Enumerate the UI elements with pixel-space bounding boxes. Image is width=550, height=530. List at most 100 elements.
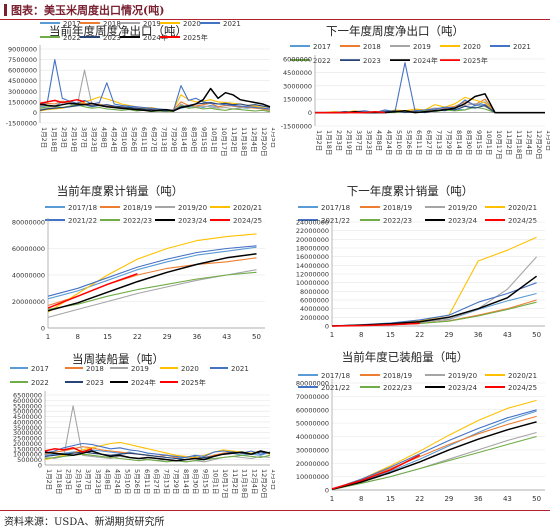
legend-label: 2023 [363, 57, 381, 65]
x-tick-label: 2月19日 [74, 469, 82, 494]
series-line [44, 447, 93, 453]
x-tick-label: 8月14日 [455, 130, 463, 155]
x-tick-label: 12月4日 [250, 127, 258, 152]
y-tick-label: -1500000 [281, 123, 312, 131]
title-rule [0, 19, 550, 20]
y-tick-label: 1500000 [283, 96, 312, 104]
bottom-rule [0, 510, 550, 511]
chart-cumulative-shipments: 当前年度已装船量（吨） 2017/18 2018/19 2019/20 2020/21 2… [296, 350, 545, 503]
legend-label: 2023 [86, 379, 104, 387]
x-tick-label: 7月29日 [170, 127, 178, 152]
x-tick-label: 2月19日 [345, 130, 353, 155]
x-tick-label: 1月5日 [545, 130, 550, 151]
x-tick-label: 22 [415, 495, 424, 503]
x-tick-label: 4月24日 [113, 469, 121, 494]
legend-label: 2022 [31, 379, 49, 387]
y-tick-label: 8000000 [300, 288, 329, 296]
legend-label: 2018 [363, 43, 381, 51]
y-tick-label: 80000000 [296, 380, 329, 388]
x-tick-label: 8月14日 [180, 127, 188, 152]
series-line [47, 271, 257, 310]
chart-current-weekly-net-exports: 当前年度周度净出口（吨）2017 2018 2019 2020 2021 2022 2023… [6, 20, 275, 157]
x-tick-label: 50 [532, 331, 541, 339]
x-tick-label: 6月27日 [150, 127, 158, 152]
x-tick-label: 7月13日 [162, 469, 170, 494]
y-tick-label: 12000000 [296, 271, 329, 279]
y-tick-label: 6000000 [300, 297, 329, 305]
series-line [39, 98, 85, 105]
y-tick-label: 20000000 [12, 298, 45, 306]
figure-title-text: 图表：美玉米周度出口情况(吨) [11, 4, 165, 17]
source-note: 资料来源：USDA、新湖期货研究所 [4, 517, 165, 528]
series-line [44, 441, 271, 461]
series-line [331, 435, 537, 491]
legend-label: 2020 [183, 20, 201, 28]
x-tick-label: 10月17日 [495, 130, 503, 160]
y-tick-label: 14000000 [296, 262, 329, 270]
x-tick-label: 50 [252, 333, 261, 341]
x-tick-label: 2月3日 [335, 130, 343, 151]
legend-label: 2023/24 [448, 384, 478, 392]
series-line [44, 450, 271, 462]
x-tick-label: 6月11日 [415, 130, 423, 155]
chart-panel-current-weekly-net-exports: 当前年度周度净出口（吨） 2017 2018 2019 2020 2021 2022 2023… [0, 20, 275, 180]
y-tick-label: 6000000 [283, 56, 312, 64]
x-tick-label: 43 [503, 331, 512, 339]
legend-label: 2022/23 [383, 384, 412, 392]
y-tick-label: 60000000 [12, 245, 45, 253]
x-tick-label: 12月4日 [250, 469, 258, 494]
x-tick-label: 3月7日 [355, 130, 363, 151]
x-tick-label: 6月11日 [143, 469, 151, 494]
chart-title: 下一年度累计销量（吨） [347, 184, 474, 198]
x-tick-label: 12月20日 [535, 130, 543, 160]
legend-label: 2019/20 [448, 372, 477, 380]
series-line [47, 246, 257, 300]
legend-label: 2018/19 [383, 372, 412, 380]
y-tick-label: 0 [325, 323, 329, 331]
x-tick-label: 22 [133, 333, 142, 341]
x-tick-label: 11月2日 [231, 469, 239, 494]
legend-label: 2024/25 [233, 217, 262, 225]
legend-label: 2021 [231, 365, 249, 373]
y-tick-label: 2000000 [300, 314, 329, 322]
legend-label: 2020/21 [508, 204, 537, 212]
legend-label: 2017/18 [68, 204, 97, 212]
x-tick-label: 8月30日 [190, 127, 198, 152]
x-tick-label: 1月2日 [40, 127, 48, 148]
y-tick-label: 80000000 [12, 219, 45, 227]
y-tick-label: 6000000 [8, 67, 37, 75]
legend-label: 2017/18 [321, 204, 350, 212]
x-tick-label: 4月8日 [375, 130, 383, 151]
x-tick-label: 1 [46, 333, 50, 341]
series-line [47, 233, 257, 313]
legend-label: 2022 [313, 57, 331, 65]
legend-label: 2025年 [181, 378, 206, 387]
y-tick-label: 3000000 [283, 82, 312, 90]
legend-label: 2024年 [131, 378, 156, 387]
chart-title: 当前年度周度净出口（吨） [49, 24, 187, 38]
x-tick-label: 29 [444, 495, 453, 503]
x-tick-label: 1月5日 [270, 127, 275, 148]
figure-title: 图表：美玉米周度出口情况(吨) [4, 2, 164, 18]
legend-label: 2017 [313, 43, 331, 51]
x-tick-label: 22 [415, 331, 424, 339]
y-tick-label: 30000000 [296, 446, 329, 454]
y-tick-label: 4000000 [300, 305, 329, 313]
series-line [331, 421, 537, 491]
y-tick-label: 2500000 [13, 435, 42, 443]
legend-label: 2018/19 [383, 204, 412, 212]
y-tick-label: 5000000 [13, 408, 42, 416]
x-tick-label: 43 [503, 495, 512, 503]
series-line [331, 454, 421, 490]
x-tick-label: 6月27日 [425, 130, 433, 155]
x-tick-label: 2月3日 [60, 127, 68, 148]
y-tick-label: 6500000 [13, 392, 42, 400]
y-tick-label: 4500000 [283, 69, 312, 77]
series-line [39, 59, 271, 111]
y-tick-label: 0 [308, 109, 312, 117]
chart-title: 当前年度已装船量（吨） [342, 350, 469, 364]
y-tick-label: 10000000 [296, 279, 329, 287]
x-tick-label: 2月19日 [70, 127, 78, 152]
x-tick-label: 5月26日 [405, 130, 413, 155]
y-tick-label: 0 [325, 487, 329, 495]
